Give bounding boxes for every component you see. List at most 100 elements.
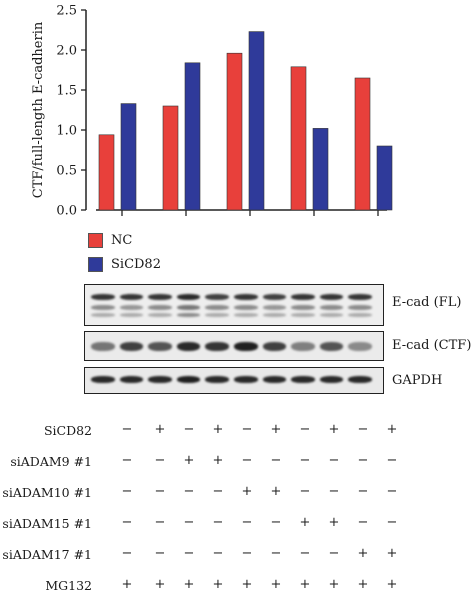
bar-nc-3	[226, 52, 243, 211]
blot-band	[176, 305, 201, 310]
blot-band	[91, 305, 115, 310]
blot-band	[91, 376, 115, 383]
condition-mark: +	[154, 577, 166, 592]
condition-mark: +	[121, 577, 133, 592]
bar-sicd82-5	[376, 145, 393, 211]
condition-mark: +	[299, 515, 311, 530]
condition-mark: −	[357, 484, 369, 499]
condition-mark: −	[357, 453, 369, 468]
condition-mark: +	[386, 422, 398, 437]
condition-mark: +	[154, 422, 166, 437]
blot-band	[176, 294, 201, 300]
blot-band	[148, 294, 172, 300]
condition-mark: −	[183, 484, 195, 499]
condition-mark: −	[270, 453, 282, 468]
condition-mark: −	[241, 546, 253, 561]
blot-label-gapdh: GAPDH	[392, 373, 443, 388]
condition-mark: +	[212, 453, 224, 468]
legend-swatch-nc	[88, 233, 103, 248]
bar-sicd82-1	[120, 103, 137, 211]
blot-band	[262, 294, 287, 300]
blot-band	[148, 305, 172, 310]
blot-band	[176, 342, 201, 351]
blot-band	[91, 342, 115, 351]
condition-mark: −	[212, 515, 224, 530]
blot-band	[291, 294, 315, 300]
condition-mark: −	[154, 484, 166, 499]
condition-mark: −	[299, 546, 311, 561]
blot-band	[234, 376, 258, 383]
condition-mark: −	[241, 515, 253, 530]
condition-mark: −	[241, 422, 253, 437]
condition-mark: +	[357, 577, 369, 592]
condition-mark: −	[154, 515, 166, 530]
legend-item-nc: NC	[88, 233, 132, 248]
bar-sicd82-3	[248, 31, 265, 211]
condition-label: siADAM15 #1	[2, 516, 92, 531]
condition-mark: +	[241, 577, 253, 592]
blot-ecad-fl	[84, 284, 384, 326]
blot-band	[319, 376, 344, 383]
condition-mark: −	[386, 484, 398, 499]
condition-mark: −	[183, 422, 195, 437]
blot-band	[119, 342, 144, 351]
condition-mark: +	[183, 577, 195, 592]
blot-band	[148, 342, 172, 351]
y-tick-label: 1.0	[56, 124, 77, 139]
legend-label-sicd82: SiCD82	[111, 257, 161, 272]
condition-mark: −	[386, 453, 398, 468]
condition-mark: +	[212, 577, 224, 592]
condition-mark: −	[357, 515, 369, 530]
condition-mark: +	[357, 546, 369, 561]
blot-band	[205, 294, 229, 300]
y-axis-label: CTF/full-length E-cadherin	[31, 21, 46, 198]
blot-band	[119, 313, 144, 317]
bar-chart: 0.0 0.5 1.0 1.5 2.0 2.5 CTF/full-length E-cad…	[31, 4, 393, 219]
blot-band	[291, 305, 315, 310]
blot-band	[319, 313, 344, 317]
condition-label: siADAM17 #1	[2, 547, 92, 562]
blot-band	[234, 305, 258, 310]
bar-nc-1	[98, 134, 115, 211]
blot-band	[262, 313, 287, 317]
condition-mark: −	[183, 515, 195, 530]
condition-mark: +	[212, 422, 224, 437]
blot-band	[291, 342, 315, 351]
bar-nc-5	[354, 77, 371, 211]
condition-mark: −	[154, 546, 166, 561]
y-tick-label: 2.0	[56, 44, 77, 59]
y-tick-label: 0.0	[56, 204, 77, 219]
condition-mark: −	[212, 484, 224, 499]
blot-band	[91, 313, 115, 317]
condition-mark: −	[328, 453, 340, 468]
condition-mark: +	[270, 422, 282, 437]
blot-label-ecad-fl: E-cad (FL)	[392, 295, 462, 310]
blot-band	[119, 305, 144, 310]
condition-mark: −	[270, 546, 282, 561]
condition-mark: +	[328, 515, 340, 530]
legend-swatch-sicd82	[88, 257, 103, 272]
blot-band	[148, 313, 172, 317]
condition-mark: −	[121, 484, 133, 499]
condition-mark: −	[270, 515, 282, 530]
condition-label: siADAM9 #1	[10, 454, 92, 469]
blot-ecad-ctf	[84, 331, 384, 361]
condition-mark: +	[299, 577, 311, 592]
condition-mark: −	[357, 422, 369, 437]
condition-mark: +	[328, 577, 340, 592]
blot-band	[348, 294, 372, 300]
blot-band	[291, 313, 315, 317]
blot-band	[91, 294, 115, 300]
blot-band	[234, 342, 258, 351]
condition-mark: −	[154, 453, 166, 468]
legend-label-nc: NC	[111, 233, 133, 248]
blot-band	[119, 376, 144, 383]
blot-band	[262, 305, 287, 310]
condition-mark: −	[328, 546, 340, 561]
y-tick-label: 2.5	[56, 4, 77, 19]
blot-label-ecad-ctf: E-cad (CTF)	[392, 338, 472, 353]
condition-mark: −	[241, 453, 253, 468]
blot-band	[205, 305, 229, 310]
bar-nc-4	[290, 66, 307, 211]
condition-label: MG132	[45, 578, 92, 593]
